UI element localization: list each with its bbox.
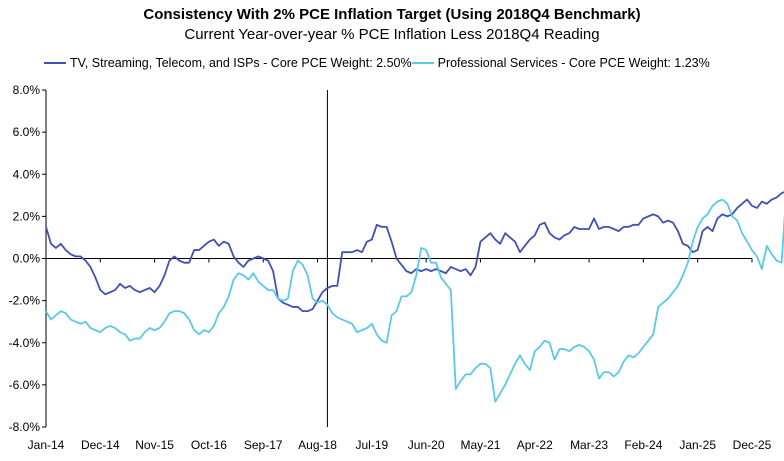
legend-swatch-professional-services	[411, 62, 434, 64]
y-tick-label: -2.0%	[9, 294, 41, 308]
y-tick-label: -8.0%	[9, 420, 41, 434]
chart-title: Consistency With 2% PCE Inflation Target…	[143, 6, 641, 23]
x-tick-label: Aug-18	[298, 438, 337, 452]
y-tick-label: 4.0%	[13, 167, 41, 181]
x-tick-label: Dec-25	[733, 438, 772, 452]
legend-label-professional-services: Professional Services - Core PCE Weight:…	[437, 56, 710, 70]
x-tick-label: Oct-16	[191, 438, 227, 452]
x-tick-label: Mar-23	[570, 438, 608, 452]
legend-label-tv-telecom: TV, Streaming, Telecom, and ISPs - Core …	[70, 56, 412, 70]
legend-swatch-tv-telecom	[44, 62, 66, 64]
chart-subtitle: Current Year-over-year % PCE Inflation L…	[184, 26, 600, 43]
x-tick-label: Jul-19	[356, 438, 389, 452]
x-tick-label: Sep-17	[244, 438, 283, 452]
series-line-tv-telecom	[45, 191, 784, 313]
legend-item-tv-telecom: TV, Streaming, Telecom, and ISPs - Core …	[44, 56, 412, 70]
y-tick-label: 0.0%	[13, 252, 41, 266]
x-tick-label: Jun-20	[408, 438, 445, 452]
y-tick-label: -6.0%	[9, 378, 41, 392]
legend-item-professional-services: Professional Services - Core PCE Weight:…	[411, 56, 710, 70]
x-tick-label: Jan-25	[679, 438, 716, 452]
y-tick-label: 2.0%	[13, 209, 41, 223]
y-tick-label: 6.0%	[13, 125, 41, 139]
x-tick-label: Feb-24	[624, 438, 662, 452]
x-tick-label: Nov-15	[135, 438, 174, 452]
legend: TV, Streaming, Telecom, and ISPs - Core …	[44, 56, 710, 70]
y-tick-label: -4.0%	[9, 336, 41, 350]
x-tick-label: Apr-22	[517, 438, 553, 452]
y-tick-label: 8.0%	[13, 83, 41, 97]
x-tick-label: Dec-14	[81, 438, 120, 452]
series-line-professional-services	[45, 198, 784, 403]
x-tick-label: May-21	[460, 438, 500, 452]
x-tick-label: Jan-14	[28, 438, 65, 452]
